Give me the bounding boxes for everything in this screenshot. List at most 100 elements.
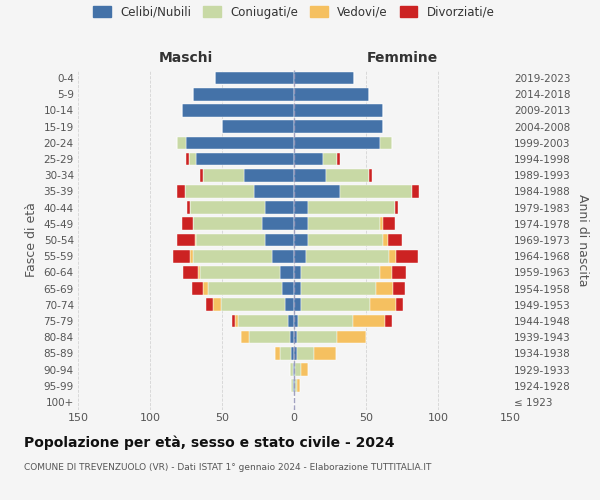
Bar bbox=[388, 234, 402, 246]
Bar bbox=[193, 88, 294, 101]
Bar bbox=[196, 234, 265, 246]
Bar bbox=[193, 218, 262, 230]
Bar bbox=[189, 152, 196, 166]
Bar bbox=[353, 314, 385, 328]
Text: Maschi: Maschi bbox=[159, 51, 213, 65]
Bar bbox=[380, 218, 383, 230]
Bar bbox=[215, 72, 294, 85]
Bar bbox=[380, 266, 392, 278]
Y-axis label: Anni di nascita: Anni di nascita bbox=[577, 194, 589, 286]
Bar bbox=[200, 169, 203, 181]
Bar bbox=[294, 250, 305, 262]
Bar bbox=[294, 218, 308, 230]
Bar bbox=[206, 298, 214, 311]
Bar bbox=[178, 234, 194, 246]
Bar bbox=[305, 250, 389, 262]
Bar bbox=[340, 185, 412, 198]
Bar bbox=[291, 380, 293, 392]
Bar bbox=[383, 218, 395, 230]
Bar bbox=[183, 266, 197, 278]
Bar bbox=[396, 298, 403, 311]
Bar bbox=[294, 185, 340, 198]
Bar bbox=[232, 314, 235, 328]
Bar bbox=[200, 266, 280, 278]
Bar bbox=[288, 314, 294, 328]
Bar bbox=[290, 331, 294, 344]
Bar bbox=[295, 363, 301, 376]
Bar bbox=[173, 250, 190, 262]
Bar bbox=[294, 234, 308, 246]
Bar bbox=[323, 152, 337, 166]
Bar bbox=[272, 250, 294, 262]
Bar bbox=[294, 202, 308, 214]
Bar bbox=[294, 120, 383, 133]
Bar bbox=[295, 380, 297, 392]
Bar bbox=[294, 380, 295, 392]
Bar bbox=[370, 298, 396, 311]
Bar bbox=[293, 363, 294, 376]
Bar bbox=[380, 136, 392, 149]
Bar bbox=[262, 218, 294, 230]
Bar bbox=[297, 380, 300, 392]
Bar bbox=[241, 331, 250, 344]
Bar bbox=[392, 266, 406, 278]
Bar bbox=[294, 331, 297, 344]
Bar bbox=[280, 266, 294, 278]
Bar bbox=[185, 185, 254, 198]
Y-axis label: Fasce di età: Fasce di età bbox=[25, 202, 38, 278]
Bar bbox=[290, 363, 293, 376]
Bar bbox=[294, 72, 355, 85]
Bar bbox=[291, 347, 294, 360]
Bar bbox=[385, 314, 392, 328]
Bar bbox=[186, 152, 189, 166]
Bar bbox=[301, 298, 370, 311]
Bar bbox=[265, 234, 294, 246]
Bar bbox=[337, 152, 340, 166]
Bar bbox=[190, 202, 265, 214]
Bar bbox=[182, 104, 294, 117]
Bar bbox=[178, 136, 186, 149]
Bar bbox=[395, 202, 398, 214]
Bar bbox=[308, 218, 380, 230]
Bar bbox=[275, 347, 280, 360]
Bar bbox=[254, 185, 294, 198]
Bar bbox=[294, 363, 295, 376]
Bar bbox=[389, 250, 396, 262]
Bar bbox=[294, 88, 369, 101]
Text: COMUNE DI TREVENZUOLO (VR) - Dati ISTAT 1° gennaio 2024 - Elaborazione TUTTITALI: COMUNE DI TREVENZUOLO (VR) - Dati ISTAT … bbox=[24, 462, 431, 471]
Bar bbox=[186, 136, 294, 149]
Bar bbox=[369, 169, 372, 181]
Bar bbox=[294, 314, 298, 328]
Bar bbox=[308, 202, 395, 214]
Bar bbox=[376, 282, 394, 295]
Bar bbox=[294, 169, 326, 181]
Bar bbox=[301, 266, 380, 278]
Bar bbox=[221, 298, 286, 311]
Bar bbox=[294, 152, 323, 166]
Bar bbox=[293, 380, 294, 392]
Bar bbox=[250, 331, 290, 344]
Bar bbox=[214, 298, 221, 311]
Bar bbox=[222, 120, 294, 133]
Bar bbox=[297, 331, 337, 344]
Bar bbox=[301, 282, 376, 295]
Bar bbox=[301, 363, 308, 376]
Bar bbox=[208, 282, 283, 295]
Bar bbox=[197, 266, 200, 278]
Bar bbox=[294, 136, 380, 149]
Text: Femmine: Femmine bbox=[367, 51, 437, 65]
Bar bbox=[178, 185, 185, 198]
Bar bbox=[244, 169, 294, 181]
Legend: Celibi/Nubili, Coniugati/e, Vedovi/e, Divorziati/e: Celibi/Nubili, Coniugati/e, Vedovi/e, Di… bbox=[89, 1, 499, 24]
Bar bbox=[383, 234, 388, 246]
Bar bbox=[203, 282, 208, 295]
Bar bbox=[294, 347, 297, 360]
Bar bbox=[286, 298, 294, 311]
Bar bbox=[265, 202, 294, 214]
Bar bbox=[187, 202, 190, 214]
Text: Popolazione per età, sesso e stato civile - 2024: Popolazione per età, sesso e stato civil… bbox=[24, 435, 395, 450]
Bar bbox=[337, 331, 366, 344]
Bar bbox=[326, 169, 369, 181]
Bar bbox=[192, 282, 203, 295]
Bar bbox=[394, 282, 405, 295]
